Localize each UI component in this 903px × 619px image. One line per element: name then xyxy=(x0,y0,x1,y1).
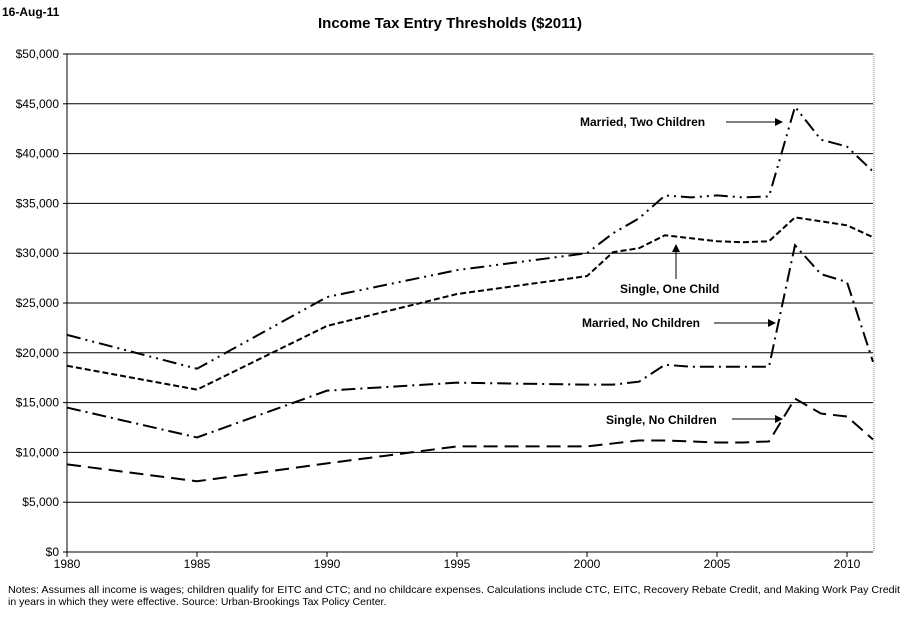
date-label: 16-Aug-11 xyxy=(2,5,60,19)
y-tick-label: $40,000 xyxy=(16,147,60,161)
x-tick-label: 1985 xyxy=(184,557,211,571)
x-tick-label: 1980 xyxy=(54,557,81,571)
x-tick-label: 1990 xyxy=(314,557,341,571)
y-tick-label: $10,000 xyxy=(16,445,60,459)
annotation-label: Married, No Children xyxy=(582,316,700,330)
y-tick-label: $25,000 xyxy=(16,296,60,310)
x-tick-label: 2005 xyxy=(704,557,731,571)
y-tick-label: $35,000 xyxy=(16,196,60,210)
notes-line-2: in years in which they were effective. S… xyxy=(8,596,386,608)
y-tick-label: $20,000 xyxy=(16,346,60,360)
x-tick-label: 2010 xyxy=(834,557,861,571)
y-tick-label: $30,000 xyxy=(16,246,60,260)
series-line-married-no-children xyxy=(66,243,874,439)
x-tick-label: 1995 xyxy=(444,557,471,571)
y-tick-label: $45,000 xyxy=(16,97,60,111)
annotation-label: Single, No Children xyxy=(606,413,717,427)
notes-line-1: Notes: Assumes all income is wages; chil… xyxy=(8,584,900,596)
y-tick-label: $50,000 xyxy=(16,47,60,61)
annotation-label: Married, Two Children xyxy=(580,115,705,129)
y-tick-label: $0 xyxy=(46,545,60,559)
x-tick-label: 2000 xyxy=(574,557,601,571)
annotation-label: Single, One Child xyxy=(620,282,719,296)
chart-title: Income Tax Entry Thresholds ($2011) xyxy=(318,15,582,32)
series-line-single-one-child xyxy=(66,216,874,391)
y-tick-label: $5,000 xyxy=(22,495,59,509)
y-tick-label: $15,000 xyxy=(16,396,60,410)
series-line-married-two-children xyxy=(66,104,874,370)
series-line-single-no-children xyxy=(66,397,874,483)
